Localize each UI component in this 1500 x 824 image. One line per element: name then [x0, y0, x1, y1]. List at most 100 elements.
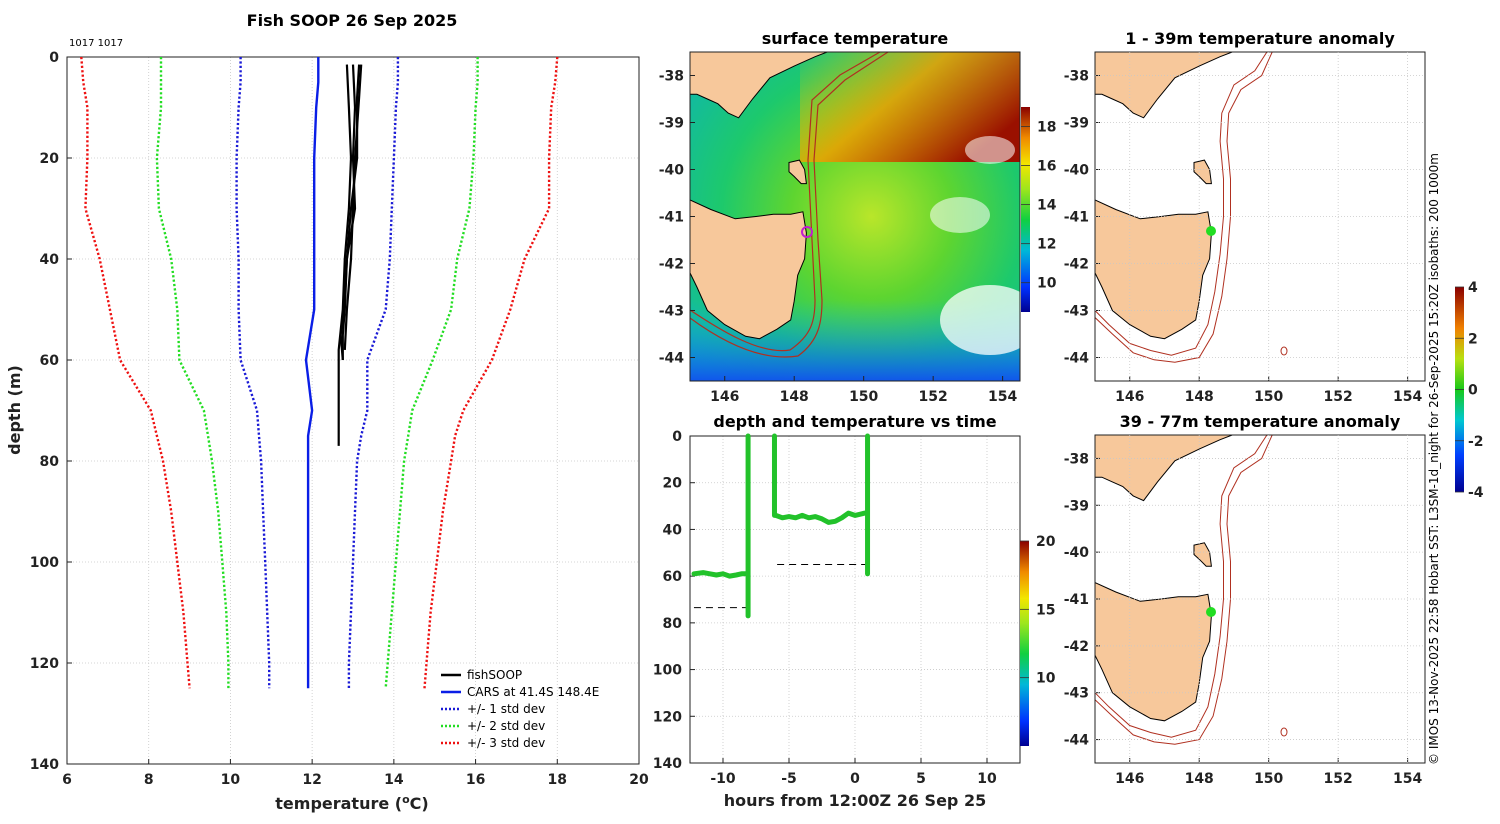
profile-line-cars	[304, 57, 320, 689]
time-x-tick-label: 0	[850, 771, 860, 787]
legend-cars: CARS at 41.4S 148.4E	[467, 685, 599, 699]
profile-chart: Fish SOOP 26 Sep 2025 1017 1017 6 8 10 12 14…	[5, 11, 649, 813]
isobath-1000m	[1095, 52, 1273, 363]
map-y-tick-label: -43	[1064, 686, 1089, 702]
map-axis-ticks: 146 148 150 152 154 -38 -39 -40 -41 -42 -43 -44	[1064, 435, 1425, 787]
profile-y-tick-label: 40	[40, 252, 60, 268]
map-x-tick-label: 146	[710, 389, 739, 405]
legend-std1: +/- 1 std dev	[467, 702, 545, 716]
map-y-tick-label: -44	[1064, 733, 1090, 749]
time-colorbar-tick-label: 15	[1036, 602, 1055, 618]
anomaly-colorbar-tick-label: -2	[1468, 434, 1484, 450]
map-y-tick-label: -41	[1064, 210, 1089, 226]
surface-map-title: surface temperature	[762, 29, 949, 48]
land-tasmania	[1095, 199, 1212, 340]
map-y-tick-label: -38	[659, 69, 684, 85]
map-axis-ticks: 146 148 150 152 154 -38 -39 -40 -41 -42 -43 -44	[659, 69, 1018, 406]
profile-series	[80, 57, 559, 689]
map-y-tick-label: -40	[1064, 163, 1090, 179]
cast-location-marker	[1206, 226, 1216, 236]
land-flinders-island	[1193, 542, 1212, 567]
anomaly-colorbar-tick-label: -4	[1468, 485, 1484, 501]
profile-line-std2-lo	[155, 57, 230, 689]
map-x-tick-label: 148	[780, 389, 809, 405]
map-y-tick-label: -43	[1064, 304, 1089, 320]
time-series	[691, 433, 871, 619]
profile-y-tick-label: 140	[30, 757, 59, 773]
profile-line-fishsoop-0	[337, 64, 353, 446]
time-x-label: hours from 12:00Z 26 Sep 25	[724, 791, 986, 810]
profile-line-std1-hi	[347, 57, 400, 689]
profile-y-tick-label: 60	[40, 353, 60, 369]
map-x-tick-label: 154	[1393, 389, 1422, 405]
time-y-tick-label: 60	[663, 569, 683, 585]
time-grid	[690, 435, 1020, 764]
time-colorbar	[1020, 541, 1029, 746]
profile-y-ticks: 0 20 40 60 80 100 120 140	[30, 50, 72, 773]
sst-colorbar-tick-label: 18	[1037, 120, 1056, 136]
seamount-isobath	[1280, 727, 1288, 737]
profile-line-std3-lo	[80, 57, 191, 689]
isobath-1000m	[690, 52, 889, 358]
anomaly-map-1-39m: 1 - 39m temperature anomaly 146 148 150 152…	[1064, 29, 1426, 405]
time-y-tick-label: 40	[663, 522, 683, 538]
time-y-tick-label: 100	[653, 663, 682, 679]
profile-y-tick-label: 120	[30, 656, 59, 672]
land-mask	[1095, 52, 1233, 340]
profile-y-tick-label: 80	[40, 454, 60, 470]
land-victoria	[690, 52, 828, 119]
time-colorbar-ticks: 10 15 20	[1020, 534, 1056, 687]
land-victoria	[1095, 52, 1233, 119]
anomaly-colorbar-tick-label: 4	[1468, 280, 1478, 296]
time-y-tick-label: 140	[653, 756, 682, 772]
map-x-tick-label: 152	[1324, 389, 1353, 405]
surface-temperature-map: surface temperature 146 148 150 152 154 -38 -3…	[659, 29, 1057, 405]
map-x-tick-label: 154	[988, 389, 1017, 405]
land-flinders-island	[788, 159, 807, 185]
legend-std2: +/- 2 std dev	[467, 719, 545, 733]
profile-line-fishsoop-2	[339, 64, 361, 361]
profile-y-tick-label: 0	[49, 50, 59, 66]
figure-title: Fish SOOP 26 Sep 2025	[247, 11, 458, 30]
profile-x-tick-label: 16	[466, 772, 485, 788]
map-x-tick-label: 148	[1185, 771, 1214, 787]
profile-line-std2-hi	[384, 57, 479, 689]
time-x-tick-label: 5	[916, 771, 926, 787]
cast-location-marker	[1206, 607, 1216, 617]
profile-x-tick-label: 14	[384, 772, 404, 788]
time-y-tick-label: 20	[663, 476, 683, 492]
cloud-mask	[965, 136, 1015, 164]
map-x-tick-label: 150	[849, 389, 878, 405]
sst-colorbar-tick-label: 12	[1037, 237, 1056, 253]
map-x-tick-label: 146	[1115, 771, 1144, 787]
land-tasmania	[1095, 582, 1212, 722]
map-y-tick-label: -42	[1064, 257, 1089, 273]
anomaly1-title: 1 - 39m temperature anomaly	[1125, 29, 1395, 48]
map-x-tick-label: 154	[1393, 771, 1422, 787]
time-colorbar-tick-label: 10	[1036, 671, 1056, 687]
time-y-tick-label: 80	[663, 616, 683, 632]
anomaly-colorbar-tick-label: 0	[1468, 383, 1478, 399]
land-mask	[1095, 435, 1233, 722]
profile-legend: fishSOOP CARS at 41.4S 148.4E +/- 1 std …	[441, 668, 599, 750]
cloud-mask	[940, 285, 1020, 355]
map-y-tick-label: -39	[1064, 116, 1089, 132]
map-y-tick-label: -39	[659, 116, 684, 132]
time-x-ticks: -10 -5 0 5 10	[710, 758, 997, 787]
map-y-tick-label: -44	[1064, 351, 1090, 367]
profile-y-tick-label: 20	[40, 151, 60, 167]
profile-x-tick-label: 8	[144, 772, 154, 788]
sst-colorbar-tick-label: 10	[1037, 276, 1057, 292]
anomaly-colorbar-ticks: -4 -2 0 2 4	[1455, 280, 1484, 501]
anomaly-colorbar-tick-label: 2	[1468, 331, 1478, 347]
time-x-tick-label: -5	[781, 771, 797, 787]
isobath-200m	[1095, 435, 1268, 738]
time-colorbar-tick-label: 20	[1036, 534, 1056, 550]
profile-y-label: depth (m)	[5, 365, 24, 455]
map-y-tick-label: -40	[1064, 545, 1090, 561]
map-y-tick-label: -39	[1064, 498, 1089, 514]
map-x-tick-label: 150	[1254, 389, 1283, 405]
legend-std3: +/- 3 std dev	[467, 736, 545, 750]
